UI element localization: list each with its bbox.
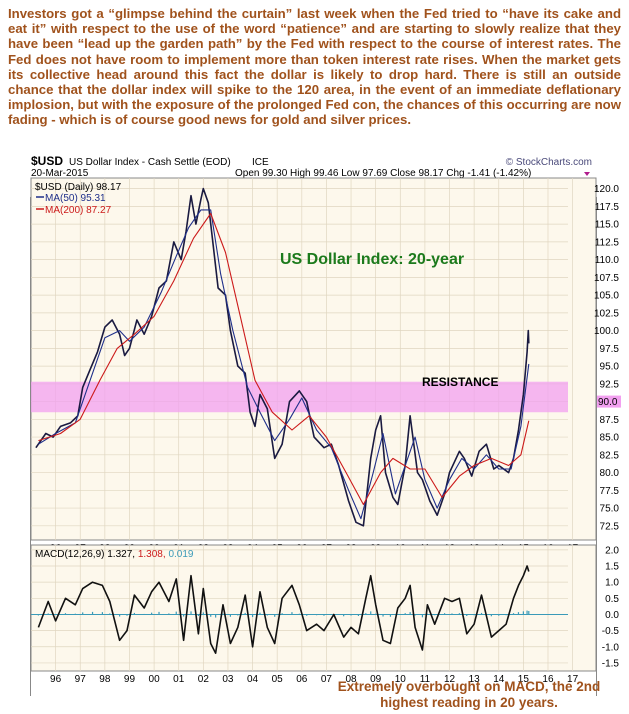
x-tick-label: 13	[469, 674, 481, 685]
y-tick-label: 87.5	[600, 415, 620, 426]
y-tick-label: 75.0	[600, 504, 620, 515]
y-tick-label: 1.0	[605, 578, 619, 589]
y-tick-label: 107.5	[594, 273, 619, 284]
macd-legend-label: MACD(12,26,9) 1.327, 1.308, 0.019	[35, 549, 194, 560]
y-tick-label: 0.0	[605, 610, 619, 621]
series-line-0	[37, 565, 530, 654]
chart-symbol: $USD	[31, 156, 63, 168]
last-price-tag-text: 90.0	[598, 397, 618, 408]
x-tick-label: 07	[321, 674, 333, 685]
quote-line: Open 99.30 High 99.46 Low 97.69 Close 98…	[235, 168, 531, 179]
y-tick-label: 102.5	[594, 308, 619, 319]
y-tick-label: 80.0	[600, 468, 620, 479]
x-tick-label: 12	[444, 674, 456, 685]
y-tick-label: 110.0	[595, 255, 620, 266]
usd-chart: $USD US Dollar Index - Cash Settle (EOD)…	[30, 156, 621, 696]
legend-price: $USD (Daily) 98.17	[35, 182, 122, 193]
y-tick-label: 97.5	[600, 344, 620, 355]
x-tick-label: 14	[493, 674, 505, 685]
y-tick-label: -0.5	[602, 626, 620, 637]
x-tick-label: 98	[99, 674, 111, 685]
macd-legend-signal: 1.308,	[138, 549, 166, 560]
x-tick-label: 05	[272, 674, 284, 685]
chart-date: 20-Mar-2015	[31, 168, 89, 179]
y-tick-label: 2.0	[605, 545, 619, 556]
y-tick-label: 77.5	[600, 486, 620, 497]
chart-title-annotation: US Dollar Index: 20-year	[280, 251, 464, 268]
chart-name: US Dollar Index - Cash Settle (EOD)	[69, 157, 231, 168]
y-tick-label: 92.5	[600, 379, 620, 390]
y-tick-label: 95.0	[600, 362, 620, 373]
y-tick-label: 112.5	[595, 237, 620, 248]
y-tick-label: 100.0	[594, 326, 619, 337]
series-line-1	[38, 209, 530, 520]
price-y-axis: 72.5 75.0 77.5 80.0 82.5 85.0 87.5 90.0 92.5 95.0…	[594, 184, 619, 532]
y-tick-label: 0.5	[605, 594, 619, 605]
macd-caption: Extremely overbought on MACD, the 2nd hi…	[337, 679, 601, 710]
macd-legend-hist: 0.019	[168, 549, 193, 560]
macd-x-axis: 96 97 98 99 00 01 02 03 04 05 06 07 08 09 10 11 12 13 14 15…	[50, 674, 579, 685]
resistance-label: RESISTANCE	[422, 375, 498, 389]
macd-series	[31, 565, 568, 654]
y-tick-label: 82.5	[600, 450, 620, 461]
y-tick-label: 1.5	[605, 562, 619, 573]
y-tick-label: 115.0	[595, 220, 620, 231]
chart-source: © StockCharts.com	[506, 157, 592, 168]
x-tick-label: 15	[518, 674, 530, 685]
y-tick-label: 72.5	[600, 521, 620, 532]
y-tick-label: 120.0	[594, 184, 619, 195]
macd-y-axis: -1.5 -1.0 -0.5 0.0 0.5 1.0 1.5 2.0	[602, 545, 620, 669]
last-price-tag	[597, 395, 621, 408]
legend-ma200: MA(200) 87.27	[45, 205, 112, 216]
macd-legend-name: MACD(12,26,9)	[35, 549, 104, 560]
y-tick-label: -1.5	[602, 658, 620, 669]
x-tick-label: 09	[370, 674, 382, 685]
x-tick-label: 06	[296, 674, 308, 685]
x-tick-label: 00	[149, 674, 161, 685]
x-tick-label: 02	[198, 674, 210, 685]
x-tick-label: 17	[567, 674, 579, 685]
resistance-band	[31, 381, 568, 413]
price-panel	[30, 177, 597, 541]
x-tick-label: 11	[420, 674, 431, 685]
series-line-0	[35, 187, 530, 527]
x-tick-label: 99	[124, 674, 136, 685]
x-tick-label: 03	[222, 674, 234, 685]
x-tick-label: 04	[247, 674, 259, 685]
y-tick-label: 117.5	[595, 202, 620, 213]
intro-paragraph: Investors got a “glimpse behind the curt…	[8, 6, 621, 128]
price-series	[35, 187, 530, 527]
x-tick-label: 97	[75, 674, 87, 685]
y-tick-label: -1.0	[602, 642, 620, 653]
x-tick-label: 08	[345, 674, 357, 685]
y-tick-label: 105.0	[594, 291, 619, 302]
x-tick-label: 16	[542, 674, 554, 685]
x-tick-label: 01	[173, 674, 185, 685]
y-tick-label: 85.0	[600, 433, 620, 444]
x-tick-label: 10	[395, 674, 407, 685]
chart-exchange: ICE	[252, 157, 269, 168]
macd-legend-macd: 1.327,	[107, 549, 135, 560]
quote-down-icon	[584, 172, 590, 176]
legend-ma50: MA(50) 95.31	[45, 193, 106, 204]
x-tick-label: 96	[50, 674, 62, 685]
series-line-2	[38, 212, 530, 506]
